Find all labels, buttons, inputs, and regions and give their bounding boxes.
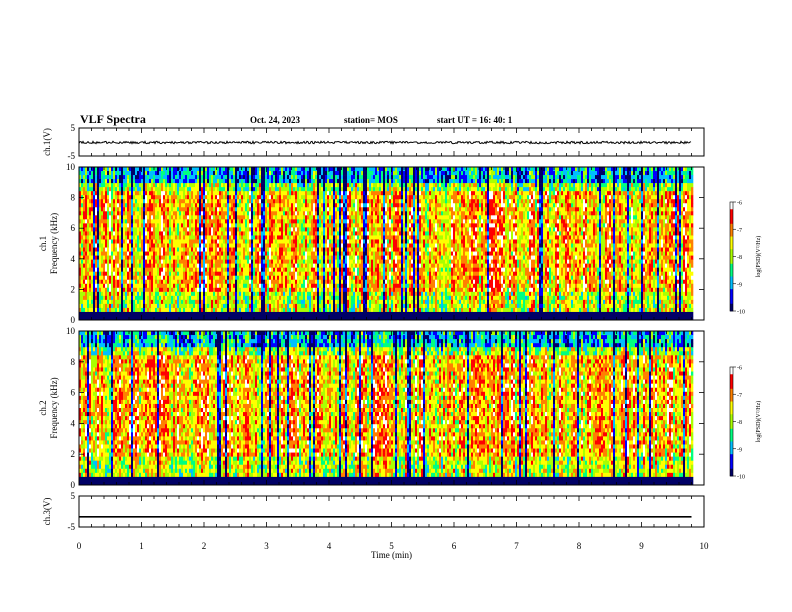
x-tick-label: 8 — [577, 541, 582, 551]
station-label: station= MOS — [344, 115, 398, 125]
x-tick-label: 7 — [514, 541, 519, 551]
colorbar-label: log(PSD)(V²/Hz) — [755, 236, 762, 277]
chart-title: VLF Spectra — [80, 112, 146, 127]
x-tick-label: 6 — [452, 541, 457, 551]
colorbar-tick-label: -7 — [737, 228, 742, 234]
colorbar-tick-label: -7 — [737, 393, 742, 399]
colorbar-tick-label: -8 — [737, 255, 742, 261]
colorbar-tick-label: -10 — [737, 310, 745, 316]
ch2-spec-ylabel-frequency: Frequency (kHz) — [49, 377, 59, 438]
x-tick-label: 0 — [77, 541, 82, 551]
x-tick-label: 10 — [700, 541, 710, 551]
ch2-spec-tick-label: 0 — [71, 480, 76, 490]
x-tick-label: 1 — [139, 541, 144, 551]
ch3-wave-tick-label: 5 — [71, 491, 76, 501]
ch3-waveform-ylabel: ch.3(V) — [42, 498, 52, 526]
colorbar-tick-label: -6 — [737, 366, 742, 372]
ch1-waveform-line — [78, 140, 692, 146]
colorbar-tick-label: -8 — [737, 420, 742, 426]
ch1-waveform-ylabel: ch.1(V) — [42, 128, 52, 156]
ch2-spec-ylabel-channel: ch.2 — [38, 400, 48, 415]
start-ut-label: start UT = 16: 40: 1 — [437, 115, 512, 125]
x-tick-label: 3 — [264, 541, 269, 551]
colorbar-tick-label: -6 — [737, 201, 742, 207]
spectrogram-ch2 — [79, 331, 694, 486]
colorbar-ch1 — [730, 202, 733, 312]
ch1-spec-tick-label: 6 — [71, 223, 76, 233]
ch3-wave-tick-label: -5 — [68, 522, 76, 532]
ch1-spec-tick-label: 10 — [66, 162, 76, 172]
colorbar-tick-label: -10 — [737, 475, 745, 481]
ch1-spec-tick-label: 4 — [71, 254, 76, 264]
ch1-spec-tick-label: 8 — [71, 193, 76, 203]
ch1-wave-tick-label: 5 — [71, 123, 76, 133]
ch1-spec-ylabel-channel: ch.1 — [38, 236, 48, 251]
ch2-spec-tick-label: 2 — [71, 449, 76, 459]
colorbar-ch2 — [730, 367, 733, 477]
ch2-spec-tick-label: 8 — [71, 357, 76, 367]
ch2-spec-tick-label: 6 — [71, 388, 76, 398]
ch1-spec-ylabel-frequency: Frequency (kHz) — [49, 213, 59, 274]
x-tick-label: 2 — [202, 541, 207, 551]
colorbar-tick-label: -9 — [737, 447, 742, 453]
ch2-spec-tick-label: 4 — [71, 418, 76, 428]
date-label: Oct. 24, 2023 — [250, 115, 300, 125]
x-tick-label: 5 — [389, 541, 394, 551]
ch1-spec-tick-label: 2 — [71, 284, 76, 294]
colorbar-label: log(PSD)(V²/Hz) — [755, 401, 762, 442]
x-tick-label: 9 — [639, 541, 644, 551]
x-axis-label: Time (min) — [371, 550, 412, 560]
ch2-spec-tick-label: 10 — [66, 326, 76, 336]
spectrogram-ch1 — [79, 167, 694, 321]
ch1-wave-tick-label: -5 — [68, 151, 76, 161]
ch1-spec-tick-label: 0 — [71, 315, 76, 325]
x-tick-label: 4 — [327, 541, 332, 551]
colorbar-tick-label: -9 — [737, 282, 742, 288]
